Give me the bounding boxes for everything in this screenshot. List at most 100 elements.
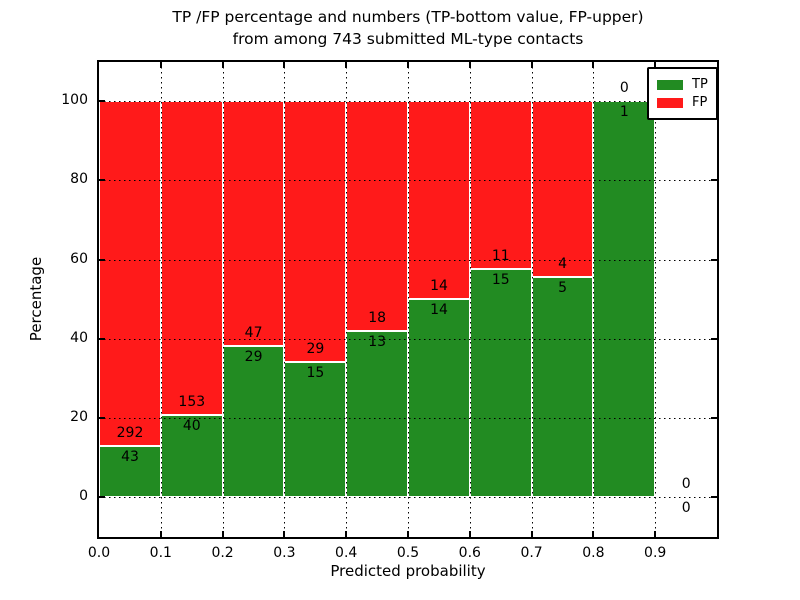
tp-count-label: 13 (368, 334, 387, 351)
x-tick-label: 0.0 (87, 545, 111, 561)
y-tick-mark-left (99, 337, 105, 340)
y-tick-label: 80 (70, 171, 88, 188)
x-tick-label: 0.2 (211, 545, 234, 561)
grid-line-vertical (160, 62, 162, 537)
x-tick-mark-top (530, 62, 533, 68)
tp-count-label: 14 (430, 302, 448, 319)
bar-segment-fp (99, 101, 161, 447)
bar-segment-fp (222, 101, 285, 346)
y-tick-mark-left (99, 179, 105, 182)
tp-count-label: 1 (619, 104, 629, 121)
x-tick-label: 0.9 (644, 545, 667, 561)
fp-count-label: 14 (430, 278, 448, 295)
fp-count-label: 18 (368, 310, 387, 327)
x-tick-label: 0.3 (273, 545, 296, 561)
x-tick-mark-top (345, 62, 348, 68)
fp-count-label: 0 (619, 80, 629, 97)
grid-line-vertical (469, 62, 471, 537)
legend-swatch-tp (657, 79, 683, 90)
bar-segment-tp (99, 446, 161, 497)
bar-segment-tp (531, 277, 594, 497)
grid-line-vertical (284, 62, 286, 537)
y-tick-mark-right (711, 337, 717, 340)
x-tick-label: 0.7 (520, 545, 543, 561)
y-tick-mark-left (99, 258, 105, 261)
grid-line-vertical (346, 62, 348, 537)
y-axis-label: Percentage (27, 256, 45, 342)
tp-count-label: 15 (306, 365, 325, 382)
x-axis-label: Predicted probability (330, 562, 486, 580)
x-tick-label: 0.4 (335, 545, 358, 561)
chart-title: TP /FP percentage and numbers (TP-bottom… (97, 6, 719, 50)
x-tick-mark-top (159, 62, 162, 68)
x-tick-label: 0.6 (458, 545, 481, 561)
fp-count-label: 292 (116, 425, 144, 442)
chart-title-line2: from among 743 submitted ML-type contact… (232, 30, 584, 48)
y-tick-mark-right (711, 258, 717, 261)
y-tick-mark-right (711, 179, 717, 182)
tp-count-label: 0 (681, 500, 691, 516)
plot-area: TP FP 292 43 153 40 47 29 29 15 18 13 14 14 11 15 4 5 0 1 0… (97, 60, 719, 539)
x-tick-mark-bottom (283, 531, 286, 537)
x-tick-mark-bottom (468, 531, 471, 537)
x-tick-mark-top (407, 62, 409, 68)
x-tick-label: 0.8 (582, 545, 605, 561)
legend: TP FP (647, 67, 718, 120)
bar-segment-fp (531, 101, 594, 278)
x-tick-label: 0.1 (149, 545, 172, 561)
grid-line-vertical (655, 62, 657, 537)
grid-line-vertical (408, 62, 409, 537)
y-tick-mark-left (99, 100, 105, 103)
legend-label: TP (692, 77, 708, 92)
x-tick-mark-top (592, 62, 595, 68)
legend-item: TP (657, 77, 708, 92)
tp-count-label: 29 (244, 348, 263, 365)
x-tick-mark-bottom (345, 531, 348, 537)
grid-line-vertical (593, 62, 595, 537)
grid-line-vertical (531, 62, 533, 537)
y-tick-label: 40 (70, 329, 88, 346)
tp-count-label: 15 (491, 271, 510, 288)
bar-segment-fp (408, 101, 470, 300)
x-tick-mark-top (283, 62, 286, 68)
bar-segment-fp (284, 101, 347, 363)
y-tick-label: 100 (61, 92, 88, 109)
bar-segment-fp (346, 101, 408, 331)
y-tick-mark-right (711, 416, 717, 419)
x-tick-mark-bottom (159, 531, 162, 537)
x-tick-mark-bottom (221, 531, 224, 537)
grid-line-vertical (222, 62, 224, 537)
fp-count-label: 0 (681, 476, 691, 492)
legend-item: FP (657, 95, 708, 110)
x-tick-mark-bottom (530, 531, 533, 537)
x-tick-mark-bottom (407, 531, 409, 537)
bar-segment-tp (346, 331, 408, 497)
bar-segment-fp (160, 101, 223, 415)
y-tick-mark-left (99, 416, 105, 419)
y-tick-label: 0 (79, 488, 88, 504)
fp-count-label: 153 (178, 393, 206, 410)
fp-count-label: 47 (244, 324, 263, 341)
x-tick-mark-top (221, 62, 224, 68)
bar-segment-tp (469, 268, 532, 497)
y-tick-label: 60 (70, 250, 88, 267)
tp-count-label: 43 (121, 449, 139, 466)
fp-count-label: 4 (558, 256, 568, 273)
tp-count-label: 5 (558, 280, 568, 297)
x-tick-mark-top (654, 62, 657, 68)
y-tick-label: 20 (70, 408, 88, 425)
tp-count-label: 40 (182, 417, 201, 434)
bar-segment-tp (222, 345, 285, 497)
y-tick-mark-left (99, 496, 105, 498)
x-tick-mark-bottom (592, 531, 595, 537)
legend-swatch-fp (657, 97, 683, 108)
legend-label: FP (692, 95, 708, 110)
bar-segment-tp (408, 299, 470, 497)
fp-count-label: 29 (306, 341, 325, 358)
bar-segment-tp (593, 101, 656, 497)
x-tick-mark-bottom (654, 531, 657, 537)
fp-count-label: 11 (491, 247, 510, 264)
bar-segment-tp (160, 414, 223, 497)
bar-segment-fp (469, 101, 532, 269)
